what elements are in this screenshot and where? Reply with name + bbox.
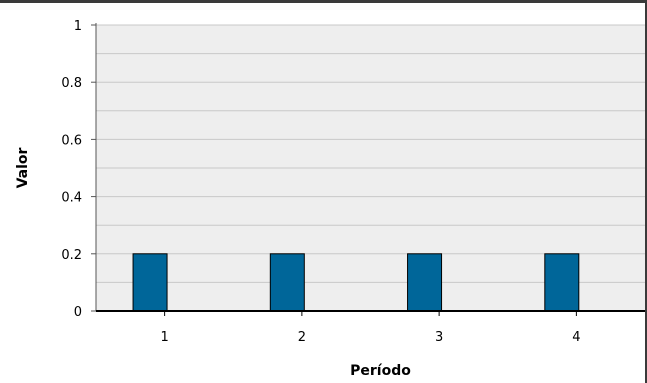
bar bbox=[544, 253, 580, 312]
y-tick-label: 0.6 bbox=[61, 133, 82, 148]
y-tick-label: 0 bbox=[74, 305, 82, 320]
x-tick-label: 2 bbox=[298, 330, 306, 345]
y-axis-title: Valor bbox=[15, 147, 31, 188]
bar bbox=[132, 253, 168, 312]
bars bbox=[132, 253, 580, 312]
x-tick-label: 3 bbox=[435, 330, 443, 345]
x-tick-labels: 1 2 3 4 bbox=[160, 311, 581, 345]
y-tick-label: 0.4 bbox=[61, 191, 82, 206]
x-axis-title: Período bbox=[350, 363, 411, 379]
y-tick-label: 0.8 bbox=[61, 76, 82, 91]
bar-chart: 0 0.2 0.4 0.6 0.8 1 1 2 3 4 Valor Período bbox=[15, 19, 645, 379]
y-tick-labels: 0 0.2 0.4 0.6 0.8 1 bbox=[61, 19, 96, 320]
y-tick-label: 1 bbox=[74, 19, 82, 34]
x-tick-label: 1 bbox=[160, 330, 168, 345]
bar bbox=[269, 253, 305, 312]
y-tick-label: 0.2 bbox=[61, 248, 82, 263]
bar bbox=[407, 253, 443, 312]
x-tick-label: 4 bbox=[572, 330, 580, 345]
axes bbox=[95, 23, 645, 312]
grid-lines bbox=[96, 24, 645, 283]
